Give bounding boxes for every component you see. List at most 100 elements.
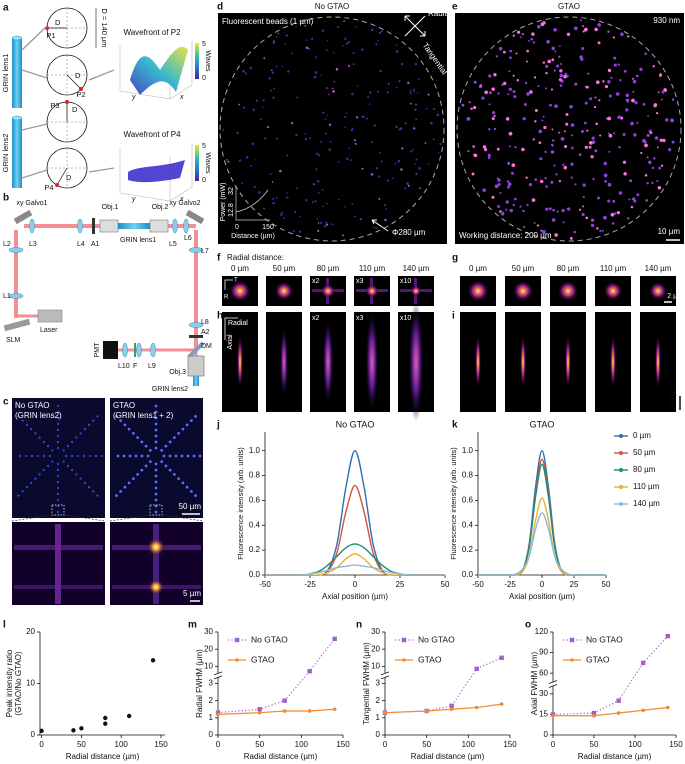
bead-spot bbox=[570, 134, 573, 137]
bead-spot bbox=[326, 202, 328, 205]
bead-spot bbox=[644, 174, 648, 177]
bead-spot bbox=[71, 440, 74, 443]
bead-spot bbox=[38, 436, 41, 439]
bead-spot bbox=[47, 445, 50, 448]
bead-spot bbox=[529, 90, 533, 94]
bead-spot bbox=[573, 230, 576, 234]
bead-spot bbox=[545, 87, 548, 90]
bead-spot bbox=[369, 103, 371, 106]
x-axis-label: Radial distance (µm) bbox=[66, 752, 140, 761]
marker bbox=[499, 702, 504, 706]
panel-letter: g bbox=[452, 253, 458, 264]
bead-spot bbox=[636, 121, 639, 124]
marker bbox=[641, 660, 646, 666]
bead-spot bbox=[544, 176, 547, 180]
bead-spot bbox=[346, 112, 348, 114]
bead-spot bbox=[524, 81, 528, 85]
bead-spot bbox=[291, 121, 294, 125]
bead-spot bbox=[56, 480, 60, 484]
bead-spot bbox=[180, 454, 184, 458]
component-label: Laser bbox=[40, 327, 58, 334]
y-tick-label: 1 bbox=[209, 713, 214, 722]
bead-spot bbox=[661, 90, 665, 94]
panel-letter: j bbox=[216, 420, 220, 431]
bead-spot bbox=[415, 173, 418, 175]
bead-spot bbox=[294, 211, 297, 214]
bead-spot bbox=[608, 94, 612, 98]
bead-spot bbox=[432, 108, 435, 111]
scale-bar-label: 2 µm bbox=[667, 293, 683, 300]
bead-spot bbox=[639, 67, 643, 72]
bead-spot bbox=[351, 127, 354, 130]
bead-spot bbox=[586, 129, 589, 132]
bead-spot bbox=[271, 71, 274, 74]
laser bbox=[37, 309, 63, 323]
bead-spot bbox=[597, 196, 600, 200]
panel-letter: a bbox=[3, 3, 9, 14]
bead-spot bbox=[312, 183, 315, 185]
point bbox=[103, 721, 108, 726]
legend-label: 140 µm bbox=[633, 499, 660, 508]
bead-spot bbox=[542, 21, 546, 25]
bead-spot bbox=[511, 163, 516, 168]
bead-spot bbox=[282, 217, 285, 219]
bead-spot bbox=[602, 80, 605, 83]
bead-spot bbox=[136, 472, 140, 476]
y-tick-label: 30 bbox=[204, 627, 213, 636]
microscopy-image bbox=[455, 13, 684, 244]
bead-spot bbox=[272, 197, 275, 200]
bead-spot bbox=[353, 139, 357, 142]
bead-spot bbox=[538, 141, 542, 145]
bead-spot bbox=[83, 428, 86, 431]
marker bbox=[499, 655, 504, 660]
x-tick-label: 50 bbox=[77, 740, 86, 749]
bead-spot bbox=[604, 84, 609, 89]
bead-spot bbox=[613, 56, 617, 60]
bead-spot bbox=[534, 109, 538, 112]
bead-spot bbox=[255, 159, 257, 161]
grin-lens bbox=[12, 38, 22, 108]
bead-spot bbox=[473, 80, 477, 84]
bead-spot bbox=[581, 212, 585, 217]
bead-spot bbox=[249, 66, 252, 70]
bead-spot bbox=[578, 208, 582, 211]
bead-spot bbox=[361, 167, 364, 170]
point-label: P4 bbox=[44, 183, 53, 192]
wavefront-surface bbox=[130, 46, 188, 95]
bead-spot bbox=[466, 116, 471, 121]
bead-spot bbox=[140, 454, 144, 458]
bead-spot bbox=[308, 137, 311, 139]
bead-spot bbox=[24, 454, 28, 458]
bead-spot bbox=[607, 182, 612, 187]
bead-spot bbox=[236, 131, 239, 135]
bead-spot bbox=[347, 40, 350, 44]
bead-spot bbox=[533, 221, 536, 224]
marker bbox=[332, 707, 337, 712]
y-axis-label: Radial FWHM (µm) bbox=[195, 649, 204, 718]
bead-spot bbox=[75, 473, 78, 476]
bead-spot bbox=[189, 419, 193, 423]
bead-spot bbox=[322, 111, 325, 114]
heading: Radial distance: bbox=[227, 253, 284, 262]
zoom-box bbox=[51, 504, 65, 516]
y-tick-label: 1.0 bbox=[249, 446, 261, 455]
bead-spot bbox=[492, 111, 496, 115]
x-tick-label: 0 bbox=[353, 580, 358, 589]
bead-spot bbox=[329, 140, 332, 143]
bead-spot bbox=[549, 103, 552, 107]
x-tick-label: 25 bbox=[396, 580, 405, 589]
bead-spot bbox=[327, 93, 330, 96]
bead-spot bbox=[342, 45, 344, 47]
objective bbox=[187, 355, 205, 377]
bead-spot bbox=[325, 87, 328, 89]
bead-spot bbox=[56, 498, 60, 502]
bead-spot bbox=[413, 90, 415, 93]
bead-spot bbox=[327, 114, 329, 117]
bead-spot bbox=[268, 77, 271, 80]
psf-axial bbox=[365, 310, 379, 414]
bead-spot bbox=[553, 69, 556, 72]
bead-spot bbox=[506, 180, 510, 183]
bead-spot bbox=[181, 481, 185, 485]
bead-spot bbox=[570, 123, 575, 127]
